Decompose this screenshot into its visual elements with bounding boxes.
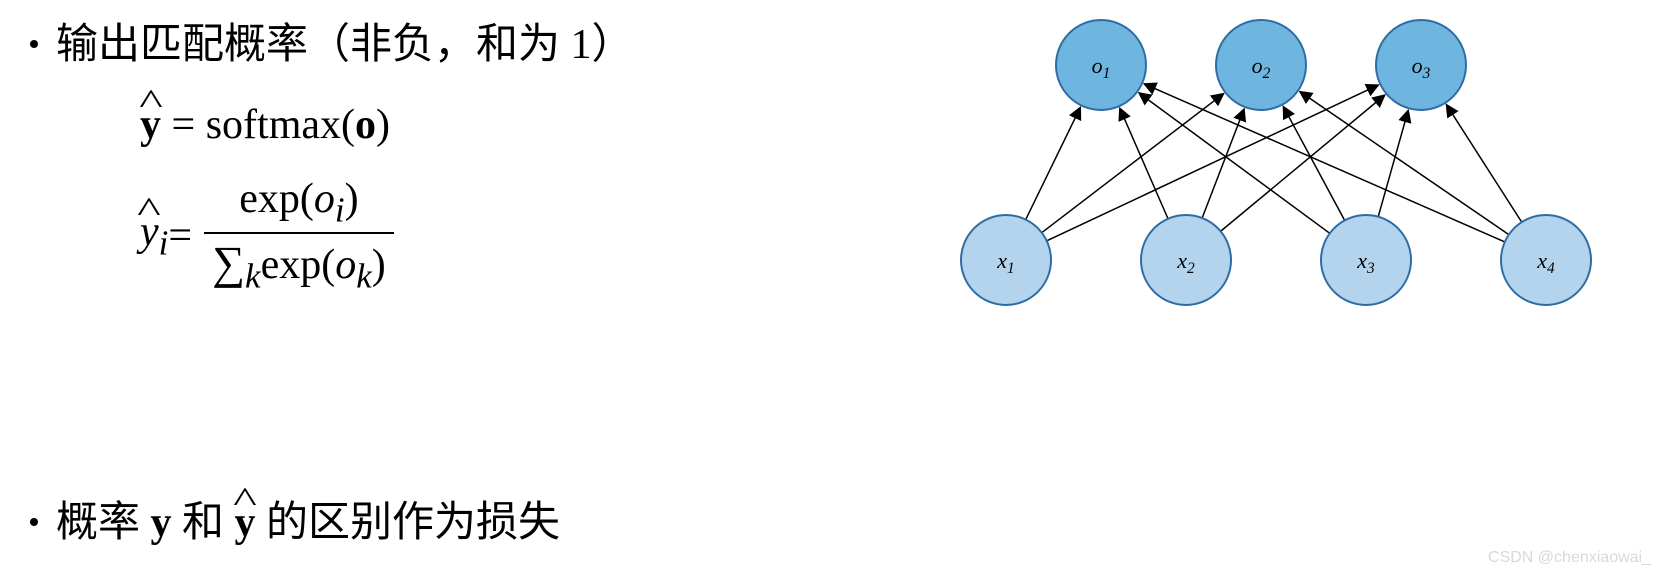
edge bbox=[1283, 106, 1344, 220]
output-node-o1: o1 bbox=[1056, 20, 1146, 110]
edge bbox=[1300, 92, 1509, 235]
edge bbox=[1120, 108, 1168, 219]
bottom-mid: 和 bbox=[172, 500, 235, 546]
input-node-x1: x1 bbox=[961, 215, 1051, 305]
yhat-i-symbol: yi bbox=[140, 208, 168, 263]
bullet-top-text: 输出匹配概率（非负，和为 1） bbox=[56, 22, 634, 68]
bottom-prefix: 概率 bbox=[56, 500, 151, 546]
softmax-arg: o bbox=[355, 102, 376, 148]
watermark: CSDN @chenxiaowai_ bbox=[1488, 549, 1651, 567]
edge bbox=[1446, 105, 1521, 223]
eq-sign: = bbox=[161, 102, 206, 148]
bullet-bottom: 概率 y 和 y 的区别作为损失 bbox=[30, 488, 560, 549]
text-column: 输出匹配概率（非负，和为 1） y = softmax(o) yi = exp(… bbox=[0, 0, 891, 579]
eq-sign-2: = bbox=[168, 212, 192, 260]
yhat-bottom: y bbox=[235, 499, 256, 547]
fraction-denominator: ∑kexp(ok) bbox=[204, 234, 394, 298]
formula-block: y = softmax(o) yi = exp(oi) ∑kexp(ok) bbox=[140, 101, 891, 299]
fraction-numerator: exp(oi) bbox=[231, 173, 366, 232]
y-bold: y bbox=[151, 500, 172, 546]
softmax-fn: softmax( bbox=[206, 102, 355, 148]
bullet-dot-icon-2 bbox=[30, 518, 38, 526]
fraction: exp(oi) ∑kexp(ok) bbox=[204, 173, 394, 299]
bullet-dot-icon bbox=[30, 40, 38, 48]
formula-fraction: yi = exp(oi) ∑kexp(ok) bbox=[140, 173, 891, 299]
edge bbox=[1026, 107, 1081, 219]
edge bbox=[1042, 94, 1224, 233]
input-node-x3: x3 bbox=[1321, 215, 1411, 305]
yhat-symbol: y bbox=[140, 101, 161, 149]
diagram-column: o1 o2 o3 x1 x2 x3 x4 bbox=[891, 0, 1671, 579]
bottom-suffix: 的区别作为损失 bbox=[256, 500, 561, 546]
input-node-x4: x4 bbox=[1501, 215, 1591, 305]
close-paren: ) bbox=[376, 102, 390, 148]
output-node-o2: o2 bbox=[1216, 20, 1306, 110]
bullet-top: 输出匹配概率（非负，和为 1） bbox=[30, 10, 891, 71]
formula-softmax: y = softmax(o) bbox=[140, 101, 891, 149]
edge bbox=[1139, 93, 1330, 233]
edge bbox=[1221, 95, 1385, 231]
output-node-o3: o3 bbox=[1376, 20, 1466, 110]
network-diagram: o1 o2 o3 x1 x2 x3 x4 bbox=[891, 0, 1651, 330]
input-node-x2: x2 bbox=[1141, 215, 1231, 305]
